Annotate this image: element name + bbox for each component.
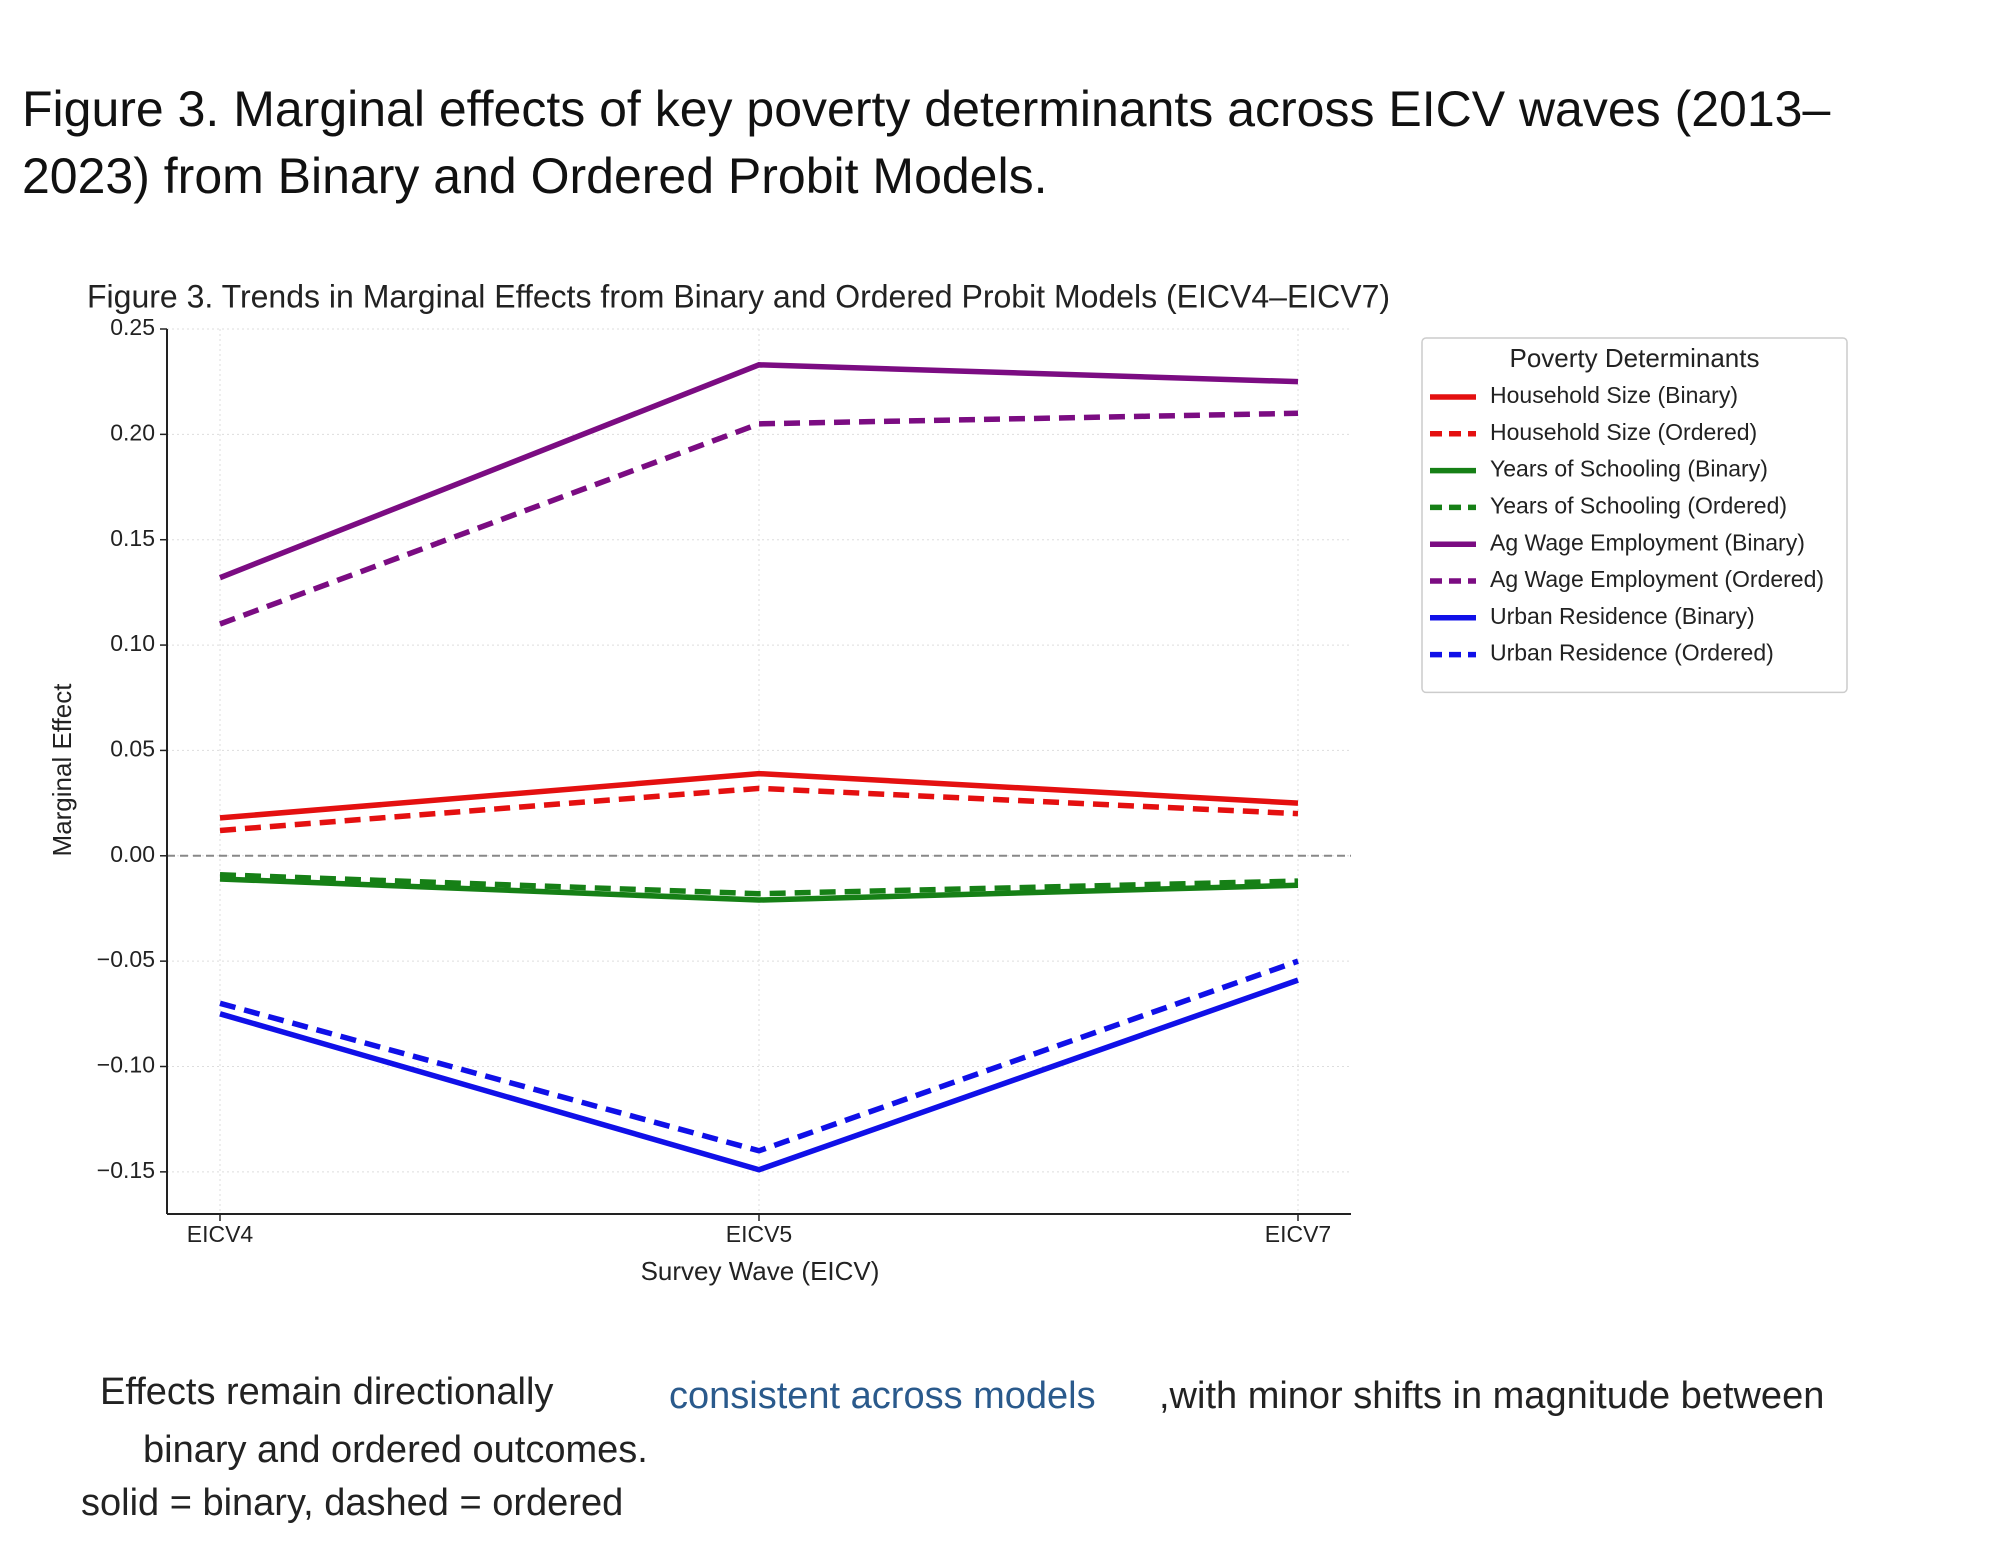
- y-tick-label: 0.20: [110, 419, 155, 445]
- series-line: [219, 876, 1299, 903]
- x-tick-label: EICV5: [726, 1221, 792, 1247]
- y-tick-label: 0.15: [110, 525, 155, 551]
- series-line: [219, 785, 1299, 834]
- legend-label: Years of Schooling (Binary): [1490, 456, 1768, 482]
- series-line: [218, 362, 1299, 581]
- legend-label: Household Size (Binary): [1490, 382, 1738, 408]
- series-line: [219, 958, 1299, 1154]
- note-text: Effects remain directionally: [100, 1371, 553, 1413]
- legend-label: Ag Wage Employment (Binary): [1490, 529, 1805, 555]
- legend-label: Years of Schooling (Ordered): [1490, 492, 1787, 518]
- y-tick-label: −0.05: [97, 946, 155, 972]
- note-text: binary and ordered outcomes.: [143, 1429, 648, 1471]
- legend-label: Ag Wage Employment (Ordered): [1490, 566, 1824, 592]
- chart-title: Figure 3. Trends in Marginal Effects fro…: [87, 278, 1390, 314]
- y-tick-label: 0.05: [110, 736, 155, 762]
- page-title: Figure 3. Marginal effects of key povert…: [22, 81, 1831, 204]
- legend-label: Household Size (Ordered): [1490, 419, 1757, 445]
- x-tick-label: EICV7: [1265, 1221, 1331, 1247]
- legend-box: [1421, 337, 1848, 694]
- x-axis-label: Survey Wave (EICV): [641, 1256, 880, 1286]
- note-text: solid = binary, dashed = ordered: [81, 1482, 623, 1524]
- legend-title: Poverty Determinants: [1510, 343, 1760, 373]
- series-line: [219, 410, 1299, 627]
- legend-label: Urban Residence (Binary): [1490, 603, 1755, 629]
- y-axis-label: Marginal Effect: [47, 683, 77, 857]
- y-tick-label: −0.15: [97, 1157, 155, 1183]
- y-tick-label: −0.10: [97, 1052, 155, 1078]
- y-tick-label: 0.25: [110, 314, 155, 340]
- note-text: ,with minor shifts in magnitude between: [1159, 1375, 1824, 1417]
- y-tick-label: 0.00: [110, 841, 155, 867]
- legend-label: Urban Residence (Ordered): [1490, 640, 1774, 666]
- series-line: [219, 977, 1299, 1173]
- note-highlight: consistent across models: [669, 1375, 1096, 1417]
- x-tick-label: EICV4: [187, 1221, 254, 1247]
- y-tick-label: 0.10: [110, 630, 155, 656]
- series-line: [219, 770, 1299, 821]
- series-line: [219, 872, 1299, 897]
